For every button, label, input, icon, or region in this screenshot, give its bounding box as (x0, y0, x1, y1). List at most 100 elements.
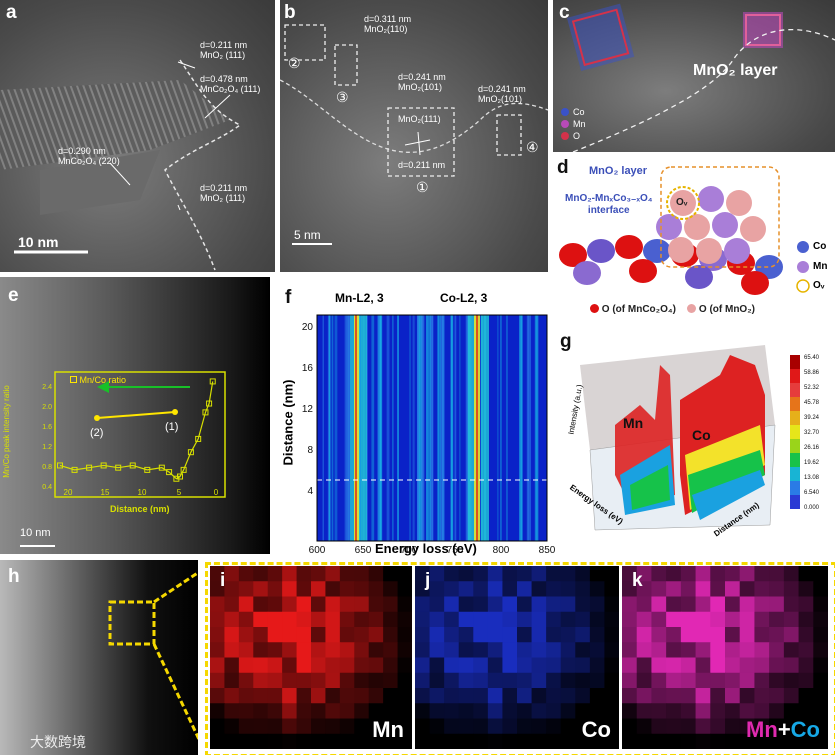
map-pixel (636, 627, 652, 643)
map-pixel (575, 627, 591, 643)
f-stripe (377, 315, 379, 541)
e-point (86, 464, 93, 471)
map-pixel (517, 718, 533, 735)
map-pixel (604, 657, 619, 674)
map-pixel (383, 703, 399, 719)
map-pixel (695, 566, 711, 582)
map-pixel (325, 733, 341, 749)
e-point (57, 462, 63, 469)
map-pixel (267, 688, 283, 704)
map-pixel (415, 733, 431, 749)
map-pixel (589, 611, 605, 628)
map-pixel (415, 566, 431, 582)
f-xtick: 650 (355, 545, 372, 556)
map-pixel (502, 733, 518, 749)
map-pixel (368, 627, 384, 643)
map-pixel (813, 596, 828, 613)
ann-line: d=0.211 nm (200, 183, 248, 193)
g-cbar-swatch (790, 411, 800, 425)
f-xtick: 850 (539, 545, 556, 556)
f-stripe (497, 315, 499, 541)
map-pixel (622, 566, 638, 582)
map-pixel (739, 581, 755, 597)
map-pixel (739, 672, 755, 689)
map-pixel (589, 642, 605, 658)
map-pixel (502, 688, 518, 704)
map-pixel (546, 566, 562, 582)
map-pixel (739, 642, 755, 658)
map-pixel (282, 566, 298, 582)
map-pixel (267, 611, 283, 628)
map-pixel (666, 718, 682, 735)
map-pixel (224, 703, 240, 719)
map-pixel (560, 688, 576, 704)
map-pixel (296, 642, 312, 658)
map-pixel (783, 642, 800, 658)
panel-a-annotation-2: d=0.478 nm MnCo₂O₄ (111) (200, 74, 260, 94)
map-pixel (754, 733, 770, 749)
f-stripe (439, 315, 441, 541)
map-pixel (210, 596, 225, 613)
map-pixel (636, 657, 652, 674)
map-pixel (798, 642, 814, 658)
map-pixel (651, 627, 667, 643)
e-xtick: 5 (177, 488, 182, 497)
panel-g: 65.40 58.86 52.32 45.78 39.24 32.70 26.16 19.62… (560, 325, 835, 557)
map-pixel (487, 596, 503, 613)
map-pixel (783, 688, 800, 704)
map-pixel (238, 566, 254, 582)
map-pixel (813, 672, 828, 689)
panel-c-legend-co: Co (573, 107, 585, 117)
map-pixel (666, 611, 682, 628)
map-pixel (210, 566, 225, 582)
map-pixel (383, 718, 399, 735)
crystal-model-left (566, 3, 635, 72)
map-pixel (754, 611, 770, 628)
panel-g-mn: Mn (623, 415, 644, 431)
map-pixel (267, 718, 283, 735)
map-pixel (415, 703, 431, 719)
map-pixel (636, 596, 652, 613)
e-point (144, 466, 151, 473)
map-pixel (368, 672, 384, 689)
panel-a: a d=0.211 nm MnO₂ (111) d=0.478 nm MnCo₂O₄… (0, 0, 275, 272)
map-pixel (296, 611, 312, 628)
map-pixel (517, 596, 533, 613)
map-pixel (651, 581, 667, 597)
map-pixel (397, 581, 412, 597)
map-pixel (666, 672, 682, 689)
g-cbar-swatch (790, 397, 800, 411)
map-pixel (368, 688, 384, 704)
map-pixel (296, 581, 312, 597)
map-pixel (253, 596, 269, 613)
map-pixel (429, 657, 445, 674)
g-cbar-tick: 45.78 (804, 400, 820, 406)
panel-k-map (622, 566, 828, 749)
panel-b-label: b (284, 2, 296, 23)
map-pixel (368, 642, 384, 658)
map-pixel (383, 688, 399, 704)
map-pixel (604, 611, 619, 628)
map-pixel (354, 566, 370, 582)
map-pixel (487, 733, 503, 749)
map-pixel (710, 596, 726, 613)
f-stripe (392, 315, 394, 541)
f-xtick: 700 (401, 545, 418, 556)
map-pixel (473, 733, 489, 749)
map-pixel (710, 611, 726, 628)
map-pixel (769, 611, 785, 628)
map-pixel (636, 688, 652, 704)
map-pixel (339, 703, 355, 719)
panel-j-map (415, 566, 619, 749)
map-pixel (444, 611, 460, 628)
map-pixel (444, 733, 460, 749)
panel-h-watermark: 大数跨境 (30, 734, 86, 750)
map-pixel (296, 657, 312, 674)
map-pixel (296, 718, 312, 735)
map-pixel (502, 718, 518, 735)
panel-j-element: Co (581, 717, 611, 742)
map-pixel (589, 688, 605, 704)
map-pixel (636, 672, 652, 689)
map-pixel (695, 703, 711, 719)
map-pixel (680, 672, 697, 689)
